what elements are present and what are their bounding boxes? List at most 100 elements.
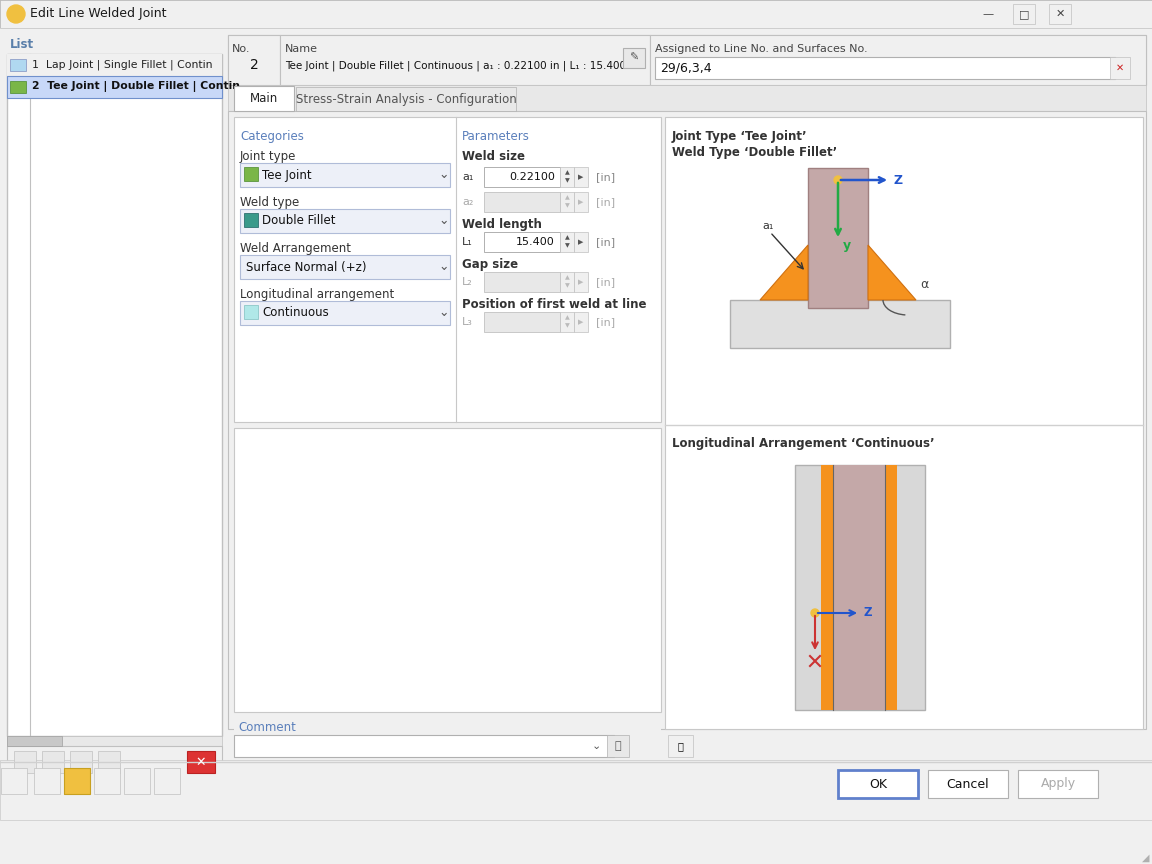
Bar	[244, 305, 258, 319]
Bar	[574, 312, 588, 332]
Bar	[574, 232, 588, 252]
Text: Joint Type ‘Tee Joint’: Joint Type ‘Tee Joint’	[672, 130, 808, 143]
Text: Apply: Apply	[1040, 778, 1076, 791]
Text: Longitudinal arrangement: Longitudinal arrangement	[240, 288, 394, 301]
Text: [in]: [in]	[596, 197, 615, 207]
Text: ▲: ▲	[564, 170, 569, 175]
Text: Joint type: Joint type	[240, 150, 296, 163]
Text: ▲: ▲	[564, 315, 569, 321]
Bar	[7, 736, 62, 746]
Bar	[234, 428, 661, 712]
Text: ⌄: ⌄	[439, 307, 449, 320]
Bar	[560, 192, 574, 212]
Bar	[7, 746, 222, 778]
Text: □: □	[1018, 9, 1029, 19]
Bar	[1013, 4, 1034, 24]
Text: 2  Tee Joint | Double Fillet | Contin: 2 Tee Joint | Double Fillet | Contin	[32, 81, 240, 92]
Text: ▼: ▼	[564, 323, 569, 328]
Text: Edit Line Welded Joint: Edit Line Welded Joint	[30, 8, 167, 21]
Bar	[1, 768, 26, 794]
Bar	[154, 768, 180, 794]
Text: Weld size: Weld size	[462, 150, 525, 163]
Bar	[560, 167, 574, 187]
Text: No.: No.	[232, 44, 250, 54]
Bar	[35, 768, 60, 794]
Bar	[808, 168, 867, 308]
Text: [in]: [in]	[596, 237, 615, 247]
Text: ▲: ▲	[564, 276, 569, 281]
Text: Weld Arrangement: Weld Arrangement	[240, 242, 351, 255]
Bar	[234, 716, 661, 738]
Text: ▼: ▼	[564, 204, 569, 208]
Text: Comment: Comment	[238, 721, 296, 734]
Text: ▼: ▼	[564, 179, 569, 183]
Bar	[10, 81, 26, 93]
Bar	[10, 59, 26, 71]
Text: Weld length: Weld length	[462, 218, 541, 231]
Text: Categories: Categories	[240, 130, 304, 143]
Bar	[0, 760, 1152, 820]
Text: ▼: ▼	[564, 283, 569, 289]
Bar	[228, 111, 1146, 729]
Text: Name: Name	[285, 44, 318, 54]
Bar	[484, 312, 560, 332]
Text: ⌄: ⌄	[591, 741, 600, 751]
Text: ▶: ▶	[578, 239, 584, 245]
Bar	[98, 751, 120, 773]
Bar	[7, 736, 222, 746]
Text: List: List	[10, 37, 35, 50]
Text: a₂: a₂	[462, 197, 473, 207]
Bar	[560, 272, 574, 292]
Text: Tee Joint: Tee Joint	[262, 168, 312, 181]
Text: [in]: [in]	[596, 317, 615, 327]
Text: Position of first weld at line: Position of first weld at line	[462, 298, 646, 311]
Bar	[0, 0, 1152, 28]
Bar	[821, 465, 833, 710]
Polygon shape	[867, 245, 916, 300]
Text: OK: OK	[869, 778, 887, 791]
Text: L₁: L₁	[462, 237, 472, 247]
Text: ◢: ◢	[1143, 853, 1150, 863]
Bar	[94, 768, 120, 794]
Bar	[124, 768, 150, 794]
Bar	[280, 35, 650, 85]
Text: Weld Type ‘Double Fillet’: Weld Type ‘Double Fillet’	[672, 146, 838, 159]
Bar	[885, 465, 897, 710]
Text: ⧉: ⧉	[615, 741, 621, 751]
Text: ✕: ✕	[196, 755, 206, 768]
Text: ✕: ✕	[1055, 9, 1064, 19]
Text: Gap size: Gap size	[462, 258, 518, 271]
Text: Parameters: Parameters	[462, 130, 530, 143]
Text: 2: 2	[250, 58, 258, 72]
Bar	[574, 192, 588, 212]
Bar	[623, 48, 645, 68]
Text: ▲: ▲	[564, 236, 569, 240]
Bar	[650, 35, 1146, 85]
Text: ⌄: ⌄	[439, 214, 449, 227]
Text: Longitudinal Arrangement ‘Continuous’: Longitudinal Arrangement ‘Continuous’	[672, 437, 934, 450]
Bar	[668, 735, 694, 757]
Text: ▼: ▼	[564, 244, 569, 249]
Text: [in]: [in]	[596, 172, 615, 182]
Bar	[1018, 770, 1098, 798]
Text: Surface Normal (+z): Surface Normal (+z)	[247, 261, 366, 274]
Text: Assigned to Line No. and Surfaces No.: Assigned to Line No. and Surfaces No.	[655, 44, 867, 54]
Bar	[7, 54, 222, 76]
Text: 29/6,3,4: 29/6,3,4	[660, 61, 712, 74]
Bar	[484, 192, 560, 212]
Bar	[234, 117, 661, 422]
Text: α: α	[920, 277, 929, 290]
Bar	[228, 85, 1146, 111]
Bar	[574, 167, 588, 187]
Bar	[833, 465, 885, 710]
Bar	[1111, 57, 1130, 79]
Circle shape	[7, 5, 25, 23]
Text: ▶: ▶	[578, 199, 584, 205]
Text: [in]: [in]	[596, 277, 615, 287]
Text: ✎: ✎	[629, 53, 638, 63]
Bar	[41, 751, 65, 773]
Bar	[65, 768, 90, 794]
Text: L₃: L₃	[462, 317, 472, 327]
Bar	[795, 465, 925, 710]
Text: ⌄: ⌄	[439, 261, 449, 274]
